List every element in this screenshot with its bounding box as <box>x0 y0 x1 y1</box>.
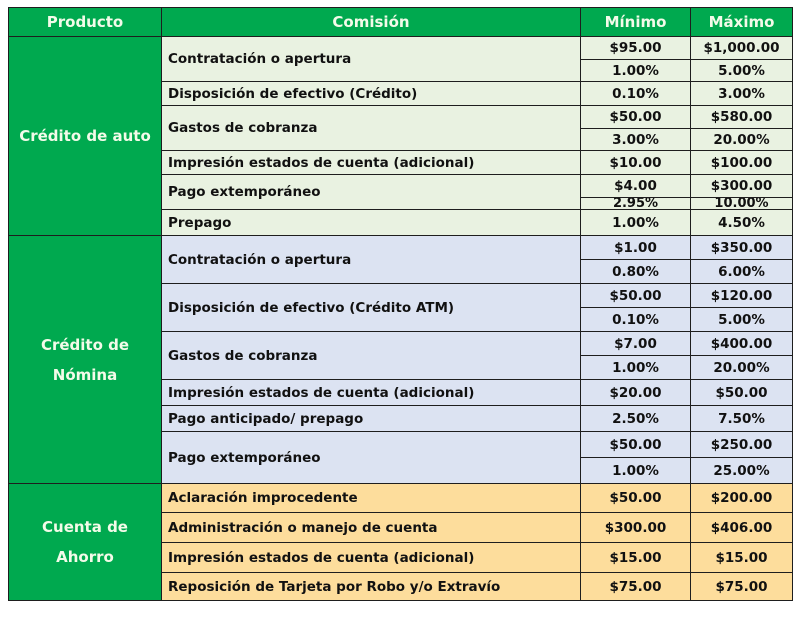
table-row: 1.00% 25.00% <box>9 457 793 484</box>
maximo-cell: $200.00 <box>690 483 793 513</box>
minimo-cell: $50.00 <box>580 283 691 308</box>
comision-cell: Reposición de Tarjeta por Robo y/o Extra… <box>161 572 581 601</box>
comision-cell: Gastos de cobranza <box>161 331 581 380</box>
product-cell-credito-nomina: Crédito de Nómina <box>8 235 162 484</box>
table-row: Disposición de efectivo (Crédito ATM) $50… <box>9 283 793 332</box>
product-cell-credito-auto: Crédito de auto <box>8 36 162 236</box>
table-row: 3.00% 20.00% <box>9 128 793 151</box>
table-row: Administración o manejo de cuenta $300.00… <box>9 512 793 543</box>
minimo-cell: 0.10% <box>580 307 691 332</box>
table-row: 1.00% 5.00% <box>9 59 793 82</box>
table-row: Impresión estados de cuenta (adicional) $… <box>9 150 793 175</box>
table-row: Impresión estados de cuenta (adicional) $… <box>9 379 793 406</box>
comision-cell: Administración o manejo de cuenta <box>161 512 581 543</box>
maximo-cell: 3.00% <box>690 81 793 106</box>
comision-cell: Disposición de efectivo (Crédito) <box>161 81 581 106</box>
table-row: Cuenta de Ahorro Aclaración improcedente $… <box>8 483 793 601</box>
table-row: Prepago 1.00% 4.50% <box>9 209 793 236</box>
maximo-cell: 20.00% <box>690 128 793 151</box>
comision-cell: Aclaración improcedente <box>161 483 581 513</box>
minimo-cell: $10.00 <box>580 150 691 175</box>
product-cell-cuenta-ahorro: Cuenta de Ahorro <box>8 483 162 601</box>
header-row: Producto Comisión Mínimo Máximo <box>8 7 793 37</box>
maximo-cell: $250.00 <box>690 431 793 458</box>
comision-cell: Impresión estados de cuenta (adicional) <box>161 542 581 573</box>
minimo-cell: 2.50% <box>580 405 691 432</box>
maximo-cell: $400.00 <box>690 331 793 356</box>
maximo-cell: $50.00 <box>690 379 793 406</box>
maximo-cell: $350.00 <box>690 235 793 260</box>
table-row: Reposición de Tarjeta por Robo y/o Extra… <box>9 572 793 601</box>
commission-table: Producto Comisión Mínimo Máximo Crédito … <box>8 7 793 601</box>
minimo-cell: $1.00 <box>580 235 691 260</box>
minimo-cell: $7.00 <box>580 331 691 356</box>
table-row: 1.00% 20.00% <box>9 355 793 380</box>
maximo-cell: $1,000.00 <box>690 36 793 60</box>
minimo-cell: $20.00 <box>580 379 691 406</box>
header-comision: Comisión <box>161 7 581 37</box>
minimo-cell: $50.00 <box>580 105 691 129</box>
minimo-cell: 1.00% <box>580 59 691 82</box>
table-row: Crédito de auto Contratación o apertura $9… <box>8 36 793 236</box>
comision-cell: Pago anticipado/ prepago <box>161 405 581 432</box>
maximo-cell: $406.00 <box>690 512 793 543</box>
minimo-cell: 2.95% <box>580 197 691 210</box>
maximo-cell: 5.00% <box>690 307 793 332</box>
maximo-cell: $75.00 <box>690 572 793 601</box>
minimo-cell: $4.00 <box>580 174 691 198</box>
minimo-cell: $50.00 <box>580 431 691 458</box>
minimo-cell: $95.00 <box>580 36 691 60</box>
table-row: Pago anticipado/ prepago 2.50% 7.50% <box>9 405 793 432</box>
maximo-cell: 5.00% <box>690 59 793 82</box>
table-row: Gastos de cobranza $50.00 $580.00 <box>9 105 793 151</box>
minimo-cell: 1.00% <box>580 209 691 236</box>
minimo-cell: 1.00% <box>580 457 691 484</box>
comision-cell: Impresión estados de cuenta (adicional) <box>161 379 581 406</box>
minimo-cell: $75.00 <box>580 572 691 601</box>
minimo-cell: 0.10% <box>580 81 691 106</box>
maximo-cell: 4.50% <box>690 209 793 236</box>
comision-cell: Impresión estados de cuenta (adicional) <box>161 150 581 175</box>
maximo-cell: $300.00 <box>690 174 793 198</box>
comision-cell: Disposición de efectivo (Crédito ATM) <box>161 283 581 332</box>
minimo-cell: 1.00% <box>580 355 691 380</box>
table-row: Crédito de Nómina Contratación o apertura… <box>8 235 793 484</box>
table-row: 0.10% 5.00% <box>9 307 793 332</box>
maximo-cell: $15.00 <box>690 542 793 573</box>
minimo-cell: $50.00 <box>580 483 691 513</box>
table-row: 2.95% 10.00% <box>9 197 793 210</box>
maximo-cell: $100.00 <box>690 150 793 175</box>
comision-cell: Prepago <box>161 209 581 236</box>
minimo-cell: $300.00 <box>580 512 691 543</box>
minimo-cell: 3.00% <box>580 128 691 151</box>
comision-cell: Pago extemporáneo <box>161 174 581 210</box>
table-row: Gastos de cobranza $7.00 $400.00 <box>9 331 793 380</box>
header-minimo: Mínimo <box>580 7 691 37</box>
comision-cell: Pago extemporáneo <box>161 431 581 484</box>
minimo-cell: 0.80% <box>580 259 691 284</box>
maximo-cell: $580.00 <box>690 105 793 129</box>
comision-cell: Contratación o apertura <box>161 235 581 284</box>
minimo-cell: $15.00 <box>580 542 691 573</box>
maximo-cell: 20.00% <box>690 355 793 380</box>
comision-cell: Gastos de cobranza <box>161 105 581 151</box>
header-producto: Producto <box>8 7 162 37</box>
table-row: Pago extemporáneo $50.00 $250.00 <box>9 431 793 484</box>
maximo-cell: $120.00 <box>690 283 793 308</box>
comision-cell: Contratación o apertura <box>161 36 581 82</box>
table-row: Pago extemporáneo $4.00 $300.00 <box>9 174 793 210</box>
maximo-cell: 10.00% <box>690 197 793 210</box>
maximo-cell: 25.00% <box>690 457 793 484</box>
header-maximo: Máximo <box>690 7 793 37</box>
maximo-cell: 7.50% <box>690 405 793 432</box>
table-row: Disposición de efectivo (Crédito) 0.10% 3.… <box>9 81 793 106</box>
maximo-cell: 6.00% <box>690 259 793 284</box>
